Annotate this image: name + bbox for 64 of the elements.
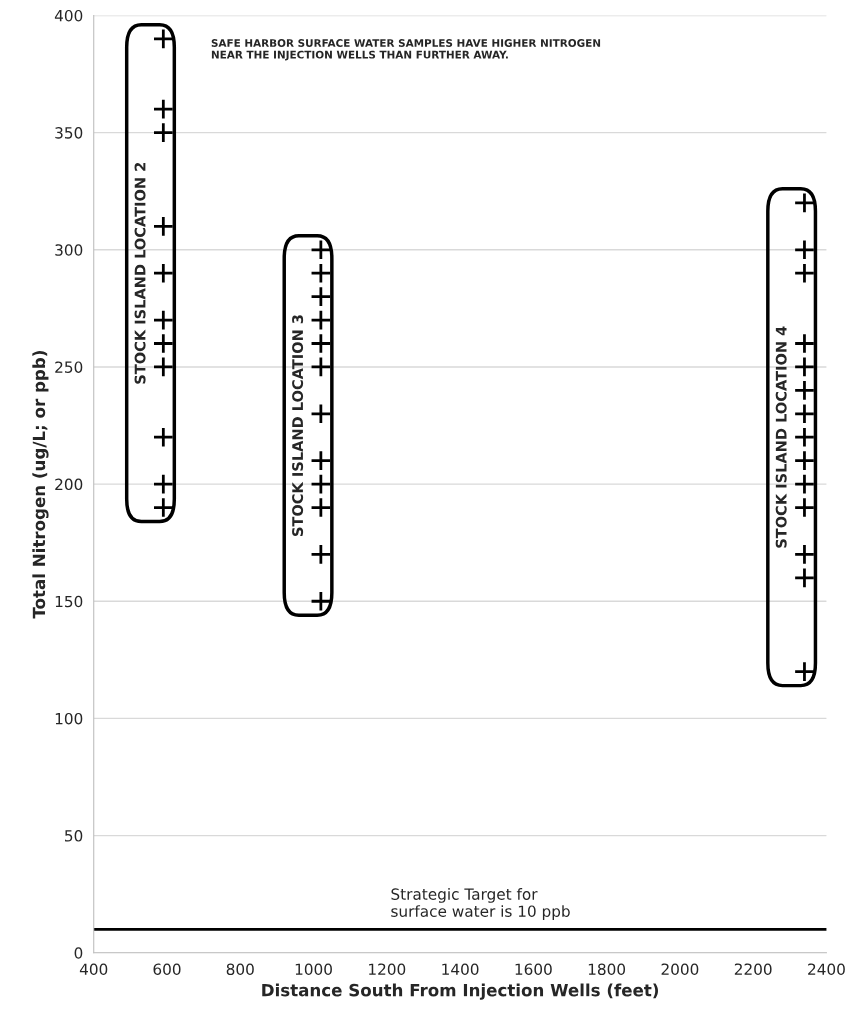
- point: [152, 98, 175, 120]
- x-tick-label: 1200: [369, 963, 406, 975]
- point: [793, 449, 816, 472]
- point: [310, 309, 332, 331]
- point: [793, 356, 816, 378]
- y-axis-title: Total Nitrogen (ug/L; or ppb): [32, 351, 49, 619]
- y-tick-label: 100: [55, 712, 83, 725]
- point: [152, 356, 175, 378]
- x-tick-label: 1400: [442, 963, 479, 975]
- ref-line-label: Strategic Target for surface water is 10 ppb: [391, 888, 570, 920]
- x-tick-label: 2000: [661, 963, 699, 975]
- text: STOCK ISLAND LOCATION 3: [292, 315, 304, 536]
- y-tick-label: 200: [55, 478, 83, 491]
- point: [152, 332, 175, 355]
- point: [152, 496, 175, 519]
- point: [152, 28, 175, 50]
- x-tick-label: 400: [79, 963, 108, 975]
- point: [310, 543, 332, 566]
- x-tick-label: 2200: [734, 963, 772, 975]
- point: [793, 567, 816, 589]
- point: [793, 543, 816, 566]
- y-tick-label: 400: [54, 9, 83, 22]
- point: [310, 239, 332, 261]
- point: [793, 239, 816, 261]
- point: [310, 262, 332, 284]
- point: [793, 379, 816, 402]
- x-tick-label: 1800: [588, 963, 626, 975]
- x-tick-label: 1600: [515, 963, 552, 975]
- y-tick-label: 300: [55, 244, 83, 256]
- text: STOCK ISLAND LOCATION 2: [134, 162, 146, 384]
- y-tick-label: 0: [74, 947, 83, 959]
- point: [793, 426, 816, 448]
- point: [310, 285, 332, 308]
- x-axis-title: Distance South From Injection Wells (feet): [262, 983, 658, 1000]
- x-tick-label: 800: [226, 963, 254, 975]
- point: [152, 473, 175, 495]
- annotation: SAFE HARBOR SURFACE WATER SAMPLES HAVE HIGHER NITROGEN NEAR THE INJECTION WELLS THAN FURTHER AWAY.: [211, 39, 601, 61]
- point: [310, 332, 332, 355]
- x-tick-label: 1000: [295, 963, 332, 975]
- y-tick-label: 250: [55, 361, 83, 373]
- y-tick-label: 50: [65, 830, 83, 842]
- y-tick-label: 150: [55, 595, 83, 608]
- x-tick-label: 2400: [808, 963, 845, 975]
- point: [152, 121, 175, 144]
- point: [152, 309, 175, 331]
- point: [793, 660, 816, 683]
- point: [793, 262, 816, 284]
- point: [310, 590, 332, 612]
- point: [310, 496, 332, 519]
- point: [152, 262, 175, 284]
- point: [310, 356, 332, 378]
- y-tick-label: 350: [55, 127, 83, 139]
- text: STOCK ISLAND LOCATION 4: [775, 326, 787, 548]
- x-tick-label: 600: [153, 963, 181, 975]
- point: [310, 473, 332, 495]
- point: [793, 473, 816, 495]
- point: [793, 403, 816, 425]
- point: [152, 215, 175, 238]
- point: [152, 426, 175, 448]
- point: [310, 449, 332, 472]
- point: [793, 332, 816, 355]
- point: [793, 496, 816, 519]
- point: [310, 403, 332, 425]
- point: [793, 192, 816, 214]
